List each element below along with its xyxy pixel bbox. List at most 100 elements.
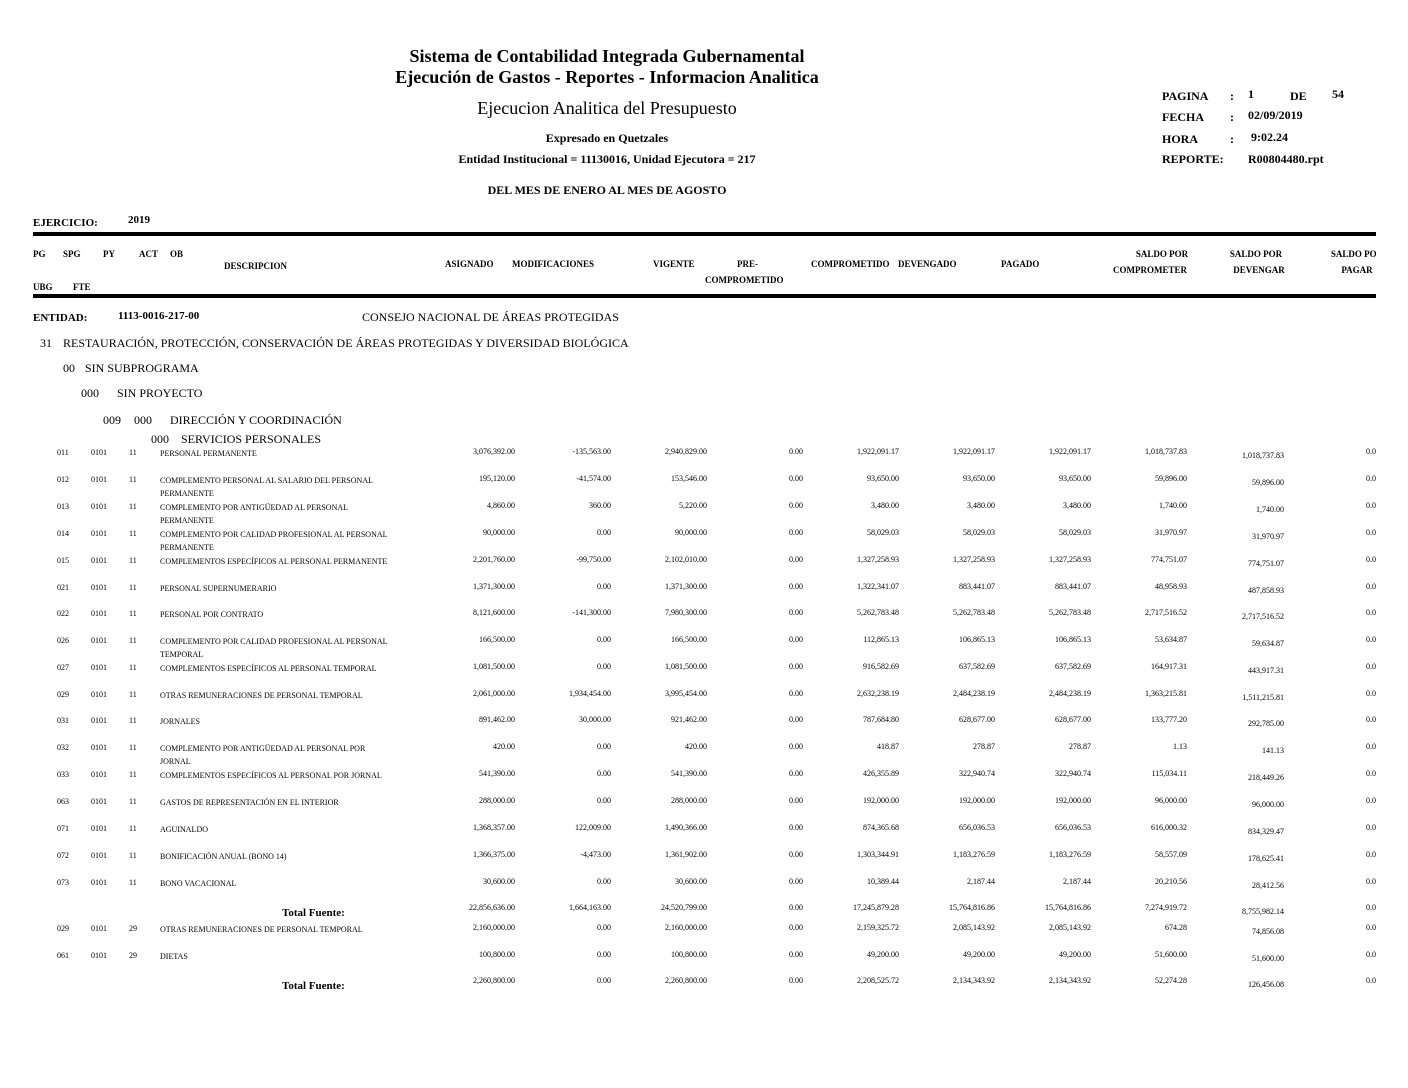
amount: 1,740.00 xyxy=(1159,501,1187,510)
amount: 0.00 xyxy=(789,528,803,537)
amount: 1,322,341.07 xyxy=(857,582,899,591)
meta-label: PAGINA xyxy=(1162,89,1209,103)
amount: 1,018,737.83 xyxy=(1145,447,1187,456)
amount: 2,717,516.52 xyxy=(1242,612,1284,621)
ob: 011 xyxy=(57,448,69,457)
amount: 49,200.00 xyxy=(1059,950,1091,959)
amount: 112,865.13 xyxy=(863,635,899,644)
amount: 0.00 xyxy=(789,447,803,456)
level-name: RESTAURACIÓN, PROTECCIÓN, CONSERVACIÓN D… xyxy=(63,336,629,350)
meta-label: DE xyxy=(1290,89,1307,103)
program: 0101 xyxy=(91,583,107,592)
column-label: PAGADO xyxy=(1001,259,1040,269)
fuente: 11 xyxy=(129,609,137,618)
amount: 883,441.07 xyxy=(959,582,995,591)
amount: 1,327,258.93 xyxy=(953,555,995,564)
amount: 106,865.13 xyxy=(959,635,995,644)
ob: 029 xyxy=(57,924,69,933)
amount: 0.00 xyxy=(789,635,803,644)
description: COMPLEMENTOS ESPECÍFICOS AL PERSONAL TEM… xyxy=(160,664,377,673)
level-code: 000 xyxy=(151,432,169,446)
amount: 0.00 xyxy=(789,555,803,564)
amount: 637,582.69 xyxy=(959,662,995,671)
amount: 541,390.00 xyxy=(671,769,707,778)
amount: 0.00 xyxy=(1366,823,1376,832)
amount: 58,557.09 xyxy=(1155,850,1187,859)
program: 0101 xyxy=(91,951,107,960)
amount: 360.00 xyxy=(589,501,611,510)
description: PERSONAL POR CONTRATO xyxy=(160,610,264,619)
description: COMPLEMENTO POR ANTIGÜEDAD AL PERSONAL P… xyxy=(160,744,366,766)
level-name: SIN SUBPROGRAMA xyxy=(85,361,199,375)
amount: 1,327,258.93 xyxy=(857,555,899,564)
ob: 027 xyxy=(57,663,69,672)
meta-value: 1 xyxy=(1248,87,1254,101)
meta-value: 9:02.24 xyxy=(1251,130,1288,144)
description: COMPLEMENTOS ESPECÍFICOS AL PERSONAL POR… xyxy=(160,771,382,780)
amount: 106,865.13 xyxy=(1055,635,1091,644)
amount: 0.00 xyxy=(1366,769,1376,778)
ob: 029 xyxy=(57,690,69,699)
amount: 1,363,215.81 xyxy=(1145,689,1187,698)
amount: 93,650.00 xyxy=(1059,474,1091,483)
amount: 0.00 xyxy=(1366,715,1376,724)
column-label: COMPROMETER xyxy=(1113,265,1187,275)
amount: 0.00 xyxy=(597,662,611,671)
ob: 071 xyxy=(57,824,69,833)
amount: 0.00 xyxy=(789,950,803,959)
amount: 1,922,091.17 xyxy=(953,447,995,456)
description: OTRAS REMUNERACIONES DE PERSONAL TEMPORA… xyxy=(160,691,363,700)
amount: 96,000.00 xyxy=(1155,796,1187,805)
total-label: Total Fuente: xyxy=(282,907,345,919)
amount: 2,208,525.72 xyxy=(857,976,899,985)
amount: 0.00 xyxy=(1366,555,1376,564)
amount: 2,102,010.00 xyxy=(665,555,707,564)
amount: 2,260,800.00 xyxy=(665,976,707,985)
description: COMPLEMENTOS ESPECÍFICOS AL PERSONAL PER… xyxy=(160,557,388,566)
period: DEL MES DE ENERO AL MES DE AGOSTO xyxy=(487,183,727,197)
amount: 0.00 xyxy=(1366,447,1376,456)
amount: 278.87 xyxy=(1069,742,1091,751)
amount: 24,520,799.00 xyxy=(661,903,707,912)
amount: 0.00 xyxy=(789,474,803,483)
amount: 2,085,143.92 xyxy=(953,923,995,932)
program: 0101 xyxy=(91,743,107,752)
fuente: 11 xyxy=(129,502,137,511)
amount: 48,958.93 xyxy=(1155,582,1187,591)
amount: 5,220.00 xyxy=(679,501,707,510)
amount: 541,390.00 xyxy=(479,769,515,778)
amount: 426,355.89 xyxy=(863,769,899,778)
amount: 0.00 xyxy=(1366,474,1376,483)
amount: 3,480.00 xyxy=(1063,501,1091,510)
level-code: 009 xyxy=(103,413,121,427)
amount: 774,751.07 xyxy=(1151,555,1187,564)
amount: 0.00 xyxy=(789,796,803,805)
meta-colon: : xyxy=(1230,110,1234,124)
program: 0101 xyxy=(91,663,107,672)
program: 0101 xyxy=(91,448,107,457)
amount: 0.00 xyxy=(597,769,611,778)
amount: 5,262,783.48 xyxy=(857,608,899,617)
amount: 1,183,276.59 xyxy=(953,850,995,859)
description: COMPLEMENTO POR CALIDAD PROFESIONAL AL P… xyxy=(160,530,388,552)
amount: 100,800.00 xyxy=(671,950,707,959)
amount: 0.00 xyxy=(1366,689,1376,698)
amount: 1,922,091.17 xyxy=(1049,447,1091,456)
amount: 5,262,783.48 xyxy=(1049,608,1091,617)
amount: 100,800.00 xyxy=(479,950,515,959)
amount: 93,650.00 xyxy=(867,474,899,483)
amount: 8,755,982.14 xyxy=(1242,907,1284,916)
amount: 2,632,238.19 xyxy=(857,689,899,698)
level-name: SIN PROYECTO xyxy=(117,386,203,400)
amount: 166,500.00 xyxy=(479,635,515,644)
amount: 288,000.00 xyxy=(671,796,707,805)
amount: 0.00 xyxy=(789,877,803,886)
program: 0101 xyxy=(91,770,107,779)
ob: 031 xyxy=(57,716,69,725)
amount: 96,000.00 xyxy=(1252,800,1284,809)
ob: 061 xyxy=(57,951,69,960)
amount: 7,980,300.00 xyxy=(665,608,707,617)
amount: 10,389.44 xyxy=(867,877,899,886)
total-label: Total Fuente: xyxy=(282,980,345,992)
